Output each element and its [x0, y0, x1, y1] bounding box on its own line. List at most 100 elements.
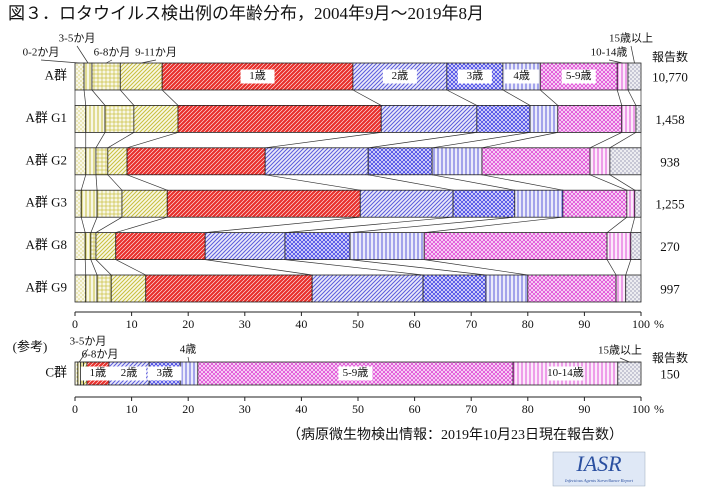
bar-segment [95, 232, 117, 261]
bar-segment [557, 105, 623, 133]
connector [606, 259, 617, 276]
bar-segment [264, 147, 369, 176]
segment-label: 10-14歳 [591, 46, 628, 59]
report-count: 150 [660, 366, 680, 381]
leader-line [76, 45, 89, 64]
segment-label: 5-9歳 [343, 366, 369, 379]
connector [265, 174, 361, 191]
bar-segment [177, 105, 382, 133]
report-count: 10,770 [652, 69, 688, 84]
bar-segment [422, 274, 487, 303]
x-axis-unit: % [654, 317, 664, 331]
connector [502, 89, 531, 106]
x-tick-label: 50 [352, 317, 364, 331]
bar-segment [145, 274, 313, 303]
report-count: 997 [660, 281, 680, 296]
bar-segment [84, 232, 92, 261]
connector [80, 217, 86, 233]
bar-segment [96, 274, 112, 303]
bar-segment [74, 232, 86, 261]
leader-line [78, 348, 89, 363]
bar-segment [95, 147, 109, 176]
logo-title: IASR [575, 451, 622, 476]
x-tick-label: 70 [465, 317, 477, 331]
segment-label: 15歳以上 [598, 344, 642, 357]
connector [424, 259, 528, 276]
connector [84, 259, 87, 276]
connector [424, 216, 563, 233]
segment-label: 2歳 [392, 69, 409, 82]
leader-line [608, 59, 623, 64]
segment-label: 4歳 [513, 69, 530, 82]
report-count: 270 [660, 239, 680, 254]
bar-segment [627, 62, 642, 91]
bar-segment [85, 274, 98, 303]
row-label: C群 [45, 364, 67, 379]
bar-segment [514, 189, 564, 218]
bar-segment [121, 189, 168, 218]
x-tick-label: 80 [522, 402, 534, 416]
bar-segment [90, 232, 97, 261]
connector [284, 259, 424, 276]
x-tick-label: 10 [126, 402, 138, 416]
x-tick-label: 100 [632, 402, 650, 416]
bar-segment [204, 232, 286, 261]
bar-segment [380, 105, 478, 133]
label-box [240, 69, 275, 84]
x-axis-unit: % [654, 402, 664, 416]
bar-segment [634, 189, 642, 218]
bar-segment [625, 274, 642, 303]
connector [368, 174, 454, 191]
connector [95, 259, 112, 276]
connector [630, 217, 636, 233]
bar-segment [615, 274, 627, 303]
x-tick-label: 30 [239, 402, 251, 416]
label-box [382, 69, 417, 84]
connector [609, 132, 637, 149]
segment-label: 3歳 [156, 366, 173, 379]
segment-label: 6-8か月 [94, 46, 131, 59]
x-tick-label: 90 [578, 317, 590, 331]
x-tick-label: 0 [72, 317, 78, 331]
segment-label: 3歳 [467, 69, 484, 82]
bar-segment [621, 105, 637, 133]
connector [540, 89, 559, 106]
bar-segment [284, 232, 351, 261]
row-label: A群 G3 [25, 195, 67, 210]
report-count-header: 報告数 [652, 49, 688, 64]
row-label: A群 G8 [25, 237, 67, 252]
connector [95, 132, 106, 148]
bar-segment [179, 361, 199, 386]
bar-segment [476, 105, 531, 133]
label-box [561, 69, 596, 84]
row-label: A群 G1 [25, 110, 67, 125]
segment-label: 15歳以上 [609, 32, 653, 45]
connector [627, 89, 637, 106]
bar-segment [609, 147, 642, 176]
bar-segment [562, 189, 628, 218]
connector [115, 216, 168, 233]
bar-segment [617, 361, 642, 386]
connector [120, 89, 135, 106]
connector [609, 174, 635, 191]
label-box [112, 366, 147, 381]
bar-segment [367, 147, 433, 176]
bar-segment [107, 147, 128, 176]
segment-label: 3-5か月 [70, 335, 107, 348]
connector [95, 174, 98, 191]
bar-segment [83, 62, 93, 91]
x-tick-label: 20 [182, 317, 194, 331]
connector [625, 259, 632, 276]
label-box [504, 69, 539, 84]
bar-segment [635, 105, 642, 133]
x-tick-label: 90 [578, 402, 590, 416]
x-tick-label: 40 [295, 402, 307, 416]
bar-segment [80, 189, 98, 218]
label-box [147, 366, 182, 381]
report-count: 1,255 [655, 197, 684, 212]
x-tick-label: 60 [409, 402, 421, 416]
report-count: 938 [660, 154, 680, 169]
logo-box [552, 451, 646, 487]
connector [606, 216, 628, 233]
row-label: A群 G9 [25, 279, 67, 294]
